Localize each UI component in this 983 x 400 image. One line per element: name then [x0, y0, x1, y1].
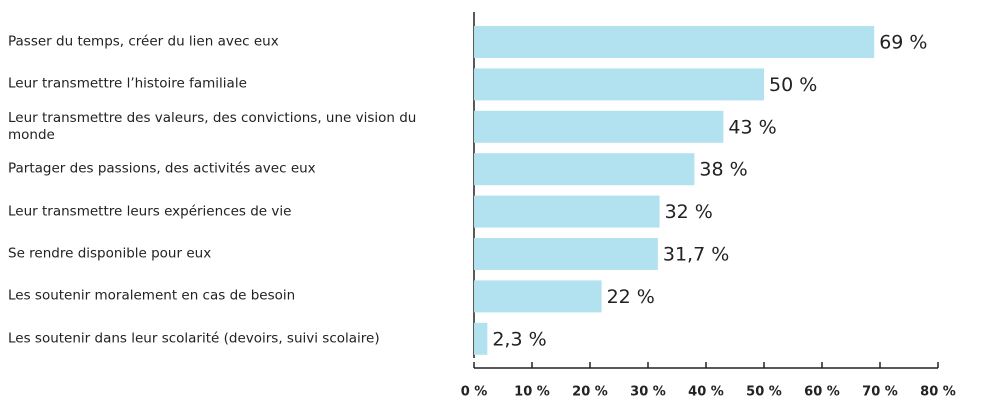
- value-label: 38 %: [699, 159, 747, 181]
- category-label: Les soutenir moralement en cas de besoin: [8, 287, 296, 304]
- x-tick-label: 30 %: [630, 385, 666, 400]
- x-tick-label: 40 %: [688, 385, 724, 400]
- category-label: Leur transmettre l’histoire familiale: [8, 75, 247, 92]
- bar: [474, 68, 764, 101]
- x-tick-label: 70 %: [862, 385, 898, 400]
- value-label: 50 %: [769, 74, 817, 96]
- x-tick-label: 20 %: [572, 385, 608, 400]
- value-label: 2,3 %: [492, 328, 546, 350]
- bar: [474, 322, 488, 355]
- bar: [474, 280, 602, 313]
- value-label: 43 %: [728, 116, 776, 138]
- bar: [474, 238, 658, 270]
- value-label: 22 %: [607, 286, 655, 308]
- category-label: Se rendre disponible pour eux: [8, 245, 212, 262]
- value-label: 69 %: [879, 32, 927, 54]
- bar: [474, 153, 695, 186]
- value-label: 32 %: [665, 201, 713, 223]
- category-label: Leur transmettre des valeurs, des convic…: [8, 109, 417, 143]
- x-tick-label: 50 %: [746, 385, 782, 400]
- x-tick-label: 80 %: [920, 385, 956, 400]
- category-label: Partager des passions, des activités ave…: [8, 160, 316, 177]
- bar: [474, 195, 660, 228]
- category-label: Leur transmettre leurs expériences de vi…: [8, 203, 292, 220]
- category-label: Passer du temps, créer du lien avec eux: [8, 33, 279, 50]
- x-tick-label: 0 %: [461, 385, 488, 400]
- bar: [474, 26, 875, 58]
- x-tick-label: 10 %: [514, 385, 550, 400]
- category-label: Les soutenir dans leur scolarité (devoir…: [8, 330, 380, 347]
- value-label: 31,7 %: [663, 244, 729, 266]
- x-tick-label: 60 %: [804, 385, 840, 400]
- bar: [474, 110, 724, 143]
